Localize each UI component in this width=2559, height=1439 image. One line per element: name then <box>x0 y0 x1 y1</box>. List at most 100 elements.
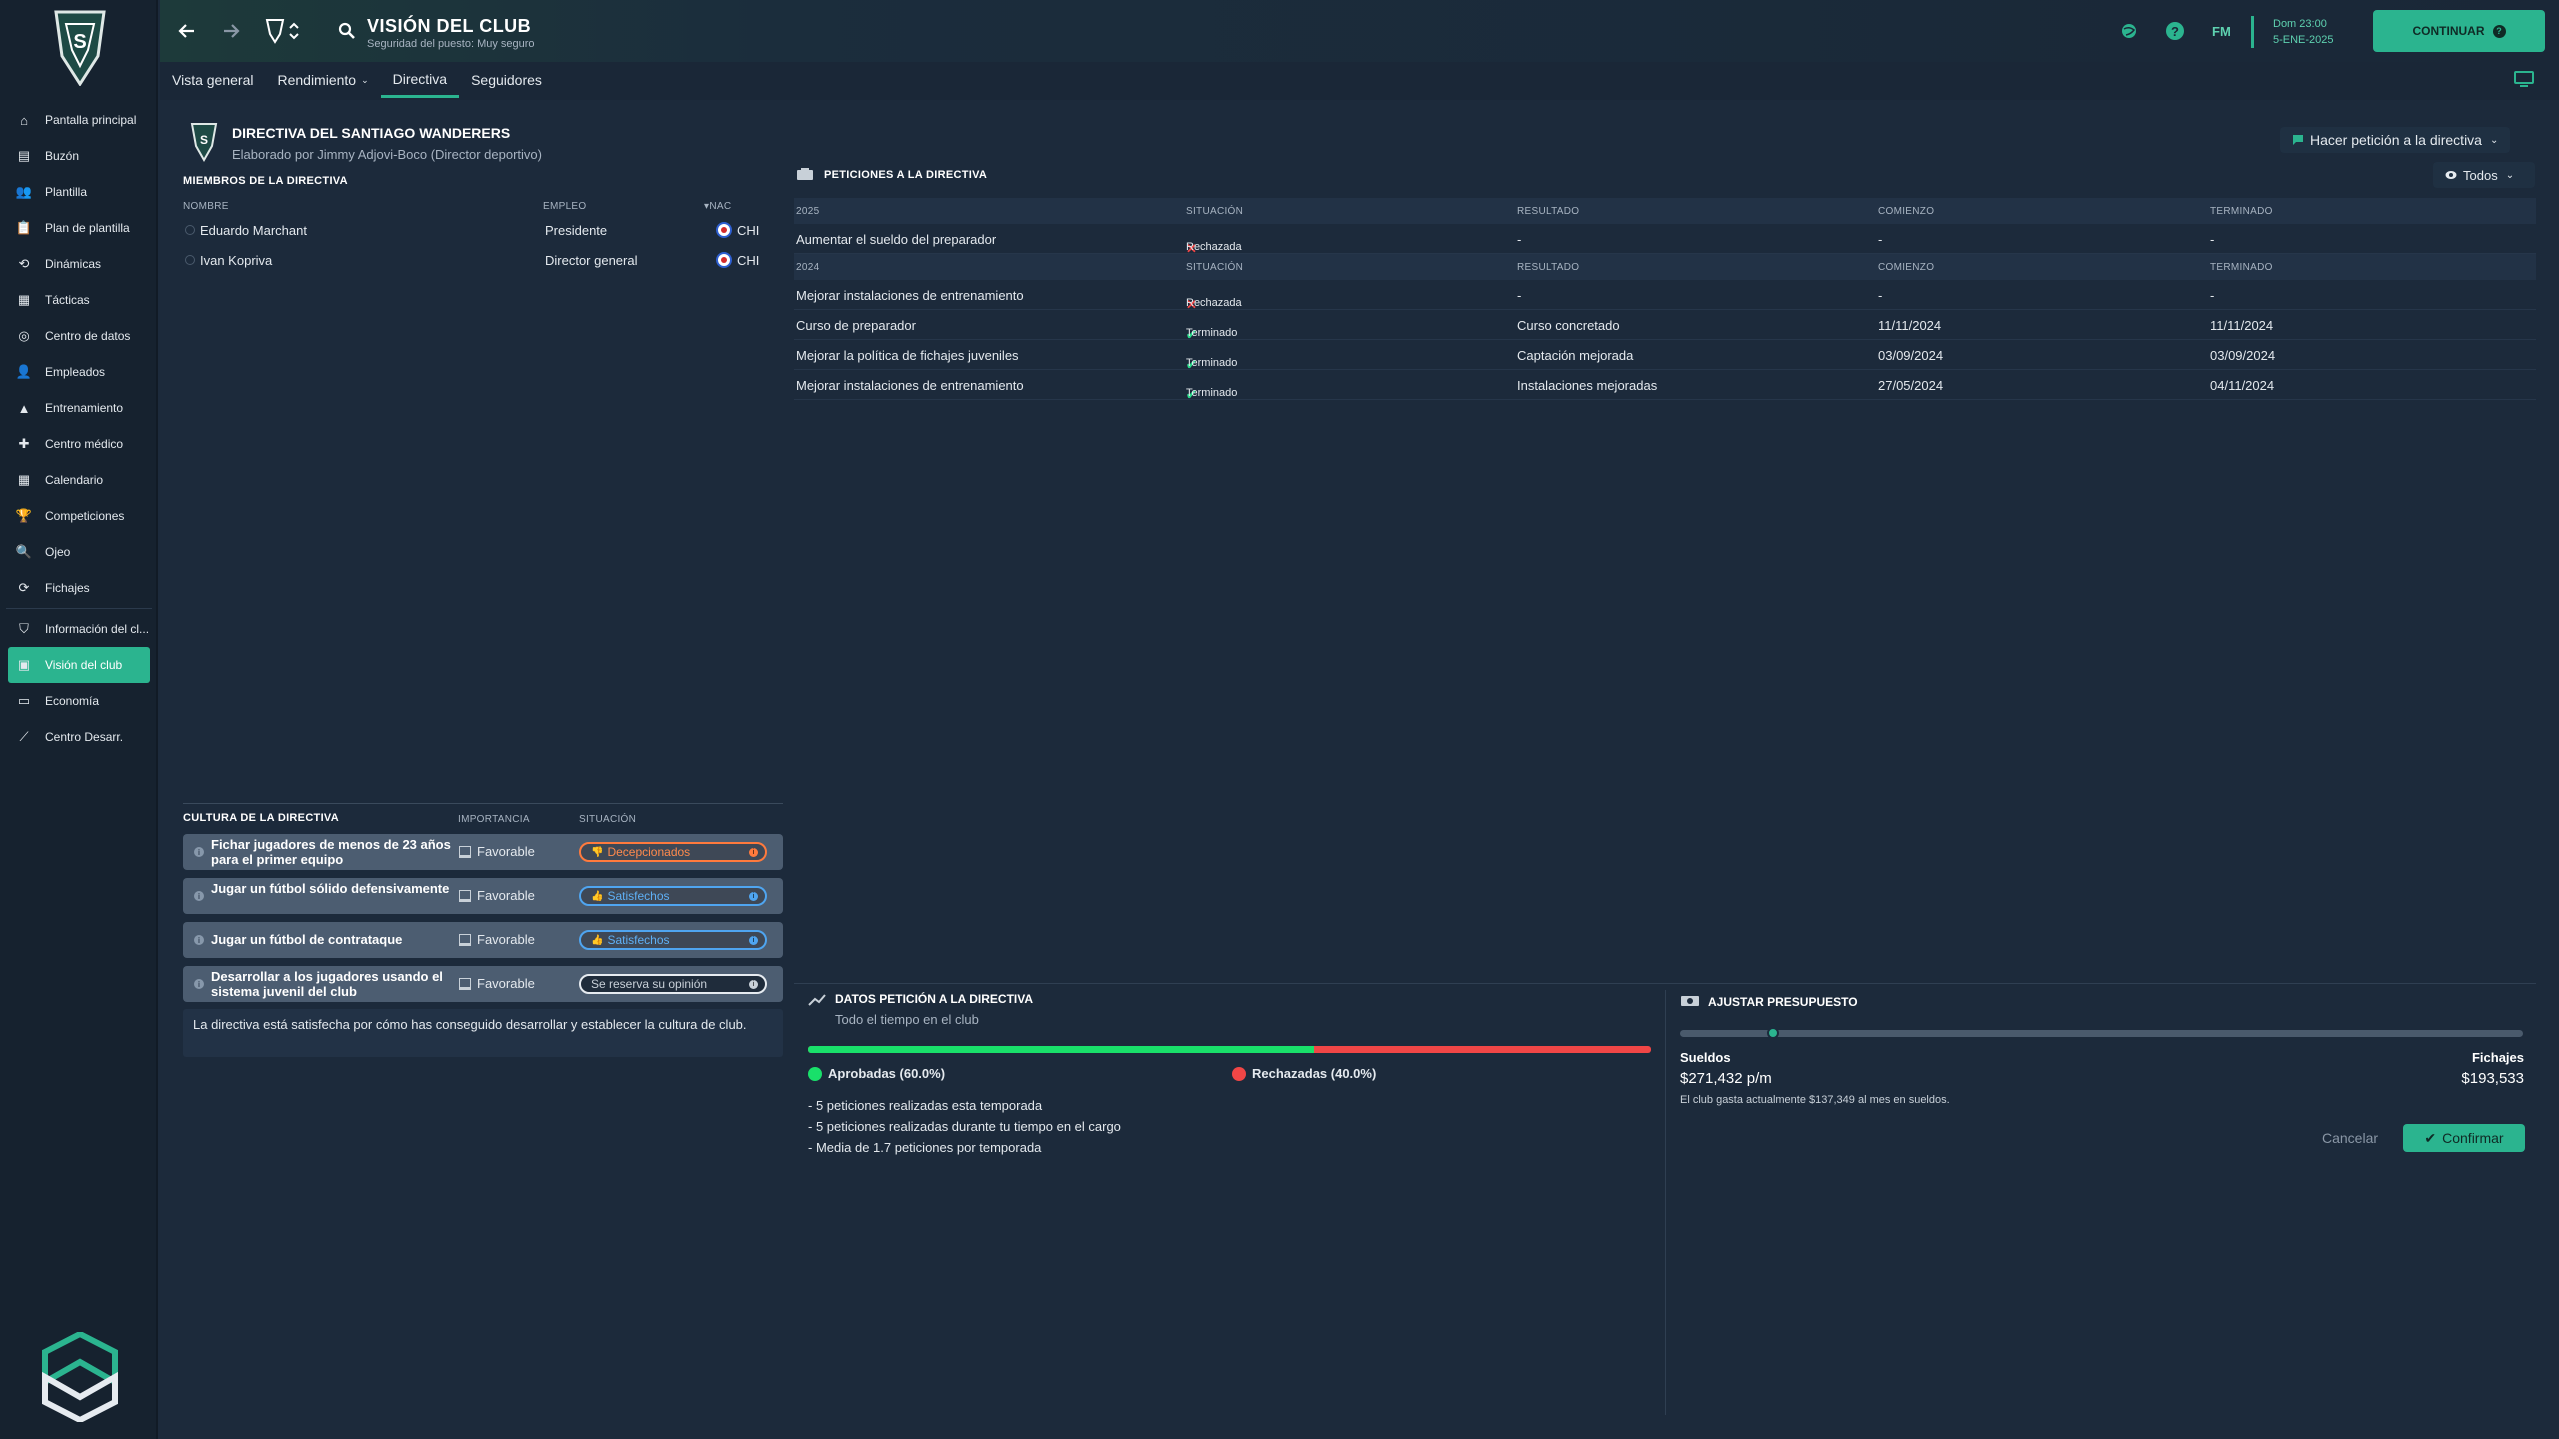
sidebar-item-calendar[interactable]: ▦ Calendario <box>0 462 158 498</box>
forward-button[interactable] <box>218 18 244 44</box>
fm-menu-button[interactable]: FM <box>2212 24 2231 39</box>
sidebar-item-tactics[interactable]: ▦ Tácticas <box>0 282 158 318</box>
tab-vista-general[interactable]: Vista general <box>160 62 265 98</box>
members-col-job[interactable]: EMPLEO <box>543 201 587 212</box>
help-button[interactable]: ? <box>2164 20 2186 42</box>
sidebar-item-finance[interactable]: ▭ Economía <box>0 683 158 719</box>
sidebar-item-development[interactable]: ⟋ Centro Desarr. <box>0 719 158 755</box>
request-result: - <box>1517 232 1522 247</box>
sidebar-item-trophy[interactable]: 🏆 Competiciones <box>0 498 158 534</box>
request-result: - <box>1517 288 1522 303</box>
continue-help-icon: ? <box>2492 24 2506 38</box>
requests-year-header: 2025 SITUACIÓN RESULTADO COMIENZO TERMINADO <box>794 198 2536 224</box>
member-name[interactable]: Ivan Kopriva <box>200 253 273 268</box>
request-row[interactable]: Aumentar el sueldo del preparador ✕ Rechaz… <box>794 224 2536 256</box>
member-row[interactable]: Eduardo Marchant Presidente CHI <box>183 216 783 244</box>
sidebar-separator <box>6 608 152 609</box>
culture-status-badge[interactable]: 👍 Satisfechos i <box>579 930 767 950</box>
request-row[interactable]: Mejorar instalaciones de entrenamiento ✔ T… <box>794 370 2536 402</box>
info-icon[interactable]: i <box>194 979 204 989</box>
sidebar-item-scouting[interactable]: 🔍 Ojeo <box>0 534 158 570</box>
culture-row[interactable]: i Jugar un fútbol de contrataque Favorable… <box>183 922 783 958</box>
home-icon: ⌂ <box>20 112 28 128</box>
info-icon[interactable]: i <box>194 891 204 901</box>
request-start: 11/11/2024 <box>1878 318 1942 333</box>
request-row[interactable]: Curso de preparador ✔ Terminado Curso concr… <box>794 310 2536 342</box>
request-name: Mejorar la política de fichajes juvenile… <box>796 348 1019 363</box>
sidebar-item-medical[interactable]: ✚ Centro médico <box>0 426 158 462</box>
col-end: TERMINADO <box>2210 262 2273 273</box>
transfers-icon: ⟳ <box>18 580 30 595</box>
back-button[interactable] <box>174 18 200 44</box>
sidebar-item-label: Competiciones <box>45 509 125 523</box>
sidebar-item-inbox[interactable]: ▤ Buzón <box>0 138 158 174</box>
culture-row[interactable]: i Desarrollar a los jugadores usando el s… <box>183 966 783 1002</box>
club-switch-arrows[interactable] <box>286 18 302 44</box>
tab-label: Seguidores <box>471 72 542 88</box>
sidebar-item-transfers[interactable]: ⟳ Fichajes <box>0 570 158 606</box>
sidebar-item-squad[interactable]: 👥 Plantilla <box>0 174 158 210</box>
cancel-button[interactable]: Cancelar <box>2321 1130 2379 1146</box>
requests-year-header: 2024 SITUACIÓN RESULTADO COMIENZO TERMINADO <box>794 254 2536 280</box>
budget-slider[interactable] <box>1680 1027 2523 1039</box>
chevron-down-icon: ⌄ <box>2489 134 2499 146</box>
request-name: Mejorar instalaciones de entrenamiento <box>796 378 1024 393</box>
bottom-divider <box>794 983 2536 984</box>
status-info-icon: i <box>749 936 758 945</box>
network-button[interactable] <box>2118 20 2140 42</box>
tab-directiva[interactable]: Directiva <box>380 62 460 98</box>
request-row[interactable]: Mejorar la política de fichajes juvenile… <box>794 340 2536 372</box>
culture-status-label: Satisfechos <box>607 933 670 947</box>
confirm-label: Confirmar <box>2442 1130 2504 1146</box>
screen-icon[interactable] <box>2513 70 2535 88</box>
culture-status-badge[interactable]: 👎 Decepcionados i <box>579 842 767 862</box>
sidebar-item-training[interactable]: ▲ Entrenamiento <box>0 390 158 426</box>
board-author: Elaborado por Jimmy Adjovi-Boco (Directo… <box>232 147 542 162</box>
arrow-right-icon <box>224 24 240 38</box>
importance-label: Favorable <box>477 976 535 991</box>
importance-bar-icon <box>459 933 471 946</box>
medical-icon: ✚ <box>18 436 30 451</box>
sidebar-item-clipboard[interactable]: 📋 Plan de plantilla <box>0 210 158 246</box>
culture-status-badge[interactable]: Se reserva su opinión i <box>579 974 767 994</box>
sidebar-item-club-vision[interactable]: ▣ Visión del club <box>8 647 150 683</box>
sidebar-item-dynamics[interactable]: ⟲ Dinámicas <box>0 246 158 282</box>
make-request-button[interactable]: Hacer petición a la directiva ⌄ <box>2280 127 2511 153</box>
up-down-icon <box>289 22 299 40</box>
budget-slider-handle[interactable] <box>1766 1027 1779 1039</box>
header: VISIÓN DEL CLUB Seguridad del puesto: Mu… <box>160 0 2559 100</box>
tab-rendimiento[interactable]: Rendimiento ⌄ <box>265 62 380 98</box>
search-button[interactable] <box>334 18 360 44</box>
member-row[interactable]: Ivan Kopriva Director general CHI <box>183 246 783 274</box>
sidebar-item-home[interactable]: ⌂ Pantalla principal <box>0 102 158 138</box>
culture-row[interactable]: i Fichar jugadores de menos de 23 años pa… <box>183 834 783 870</box>
confirm-button[interactable]: ✔ Confirmar <box>2403 1124 2525 1152</box>
info-icon[interactable]: i <box>194 847 204 857</box>
culture-row[interactable]: i Jugar un fútbol sólido defensivamente Fa… <box>183 878 783 914</box>
header-bar <box>160 0 2559 62</box>
col-start: COMIENZO <box>1878 262 1935 273</box>
transfers-value: $193,533 <box>2461 1070 2524 1087</box>
members-col-nat[interactable]: ▾NAC <box>704 201 732 212</box>
speech-bubble-icon <box>2293 135 2303 145</box>
tab-seguidores[interactable]: Seguidores <box>459 62 554 98</box>
culture-status-badge[interactable]: 👍 Satisfechos i <box>579 886 767 906</box>
member-name[interactable]: Eduardo Marchant <box>200 223 307 238</box>
staff-icon: 👤 <box>15 364 33 379</box>
club-switch-button[interactable] <box>262 18 288 44</box>
club-crest-board-icon: S <box>190 123 218 162</box>
request-result: Instalaciones mejoradas <box>1517 378 1658 393</box>
club-crest-icon[interactable]: S <box>52 8 108 86</box>
club-vision-icon: ▣ <box>17 657 31 672</box>
request-row[interactable]: Mejorar instalaciones de entrenamiento ✕ R… <box>794 280 2536 312</box>
sidebar-item-staff[interactable]: 👤 Empleados <box>0 354 158 390</box>
make-request-label: Hacer petición a la directiva <box>2310 132 2482 148</box>
sidebar-item-data[interactable]: ◎ Centro de datos <box>0 318 158 354</box>
continue-button[interactable]: CONTINUAR ? <box>2373 10 2545 52</box>
filter-dropdown[interactable]: Todos ⌄ <box>2433 162 2535 188</box>
check-icon: ✔ <box>2424 1129 2437 1146</box>
members-col-name[interactable]: NOMBRE <box>183 201 229 212</box>
info-icon[interactable]: i <box>194 935 204 945</box>
sidebar-item-club-info[interactable]: ⛉ Información del cl... <box>0 611 158 647</box>
sidebar-item-label: Centro médico <box>45 437 124 451</box>
